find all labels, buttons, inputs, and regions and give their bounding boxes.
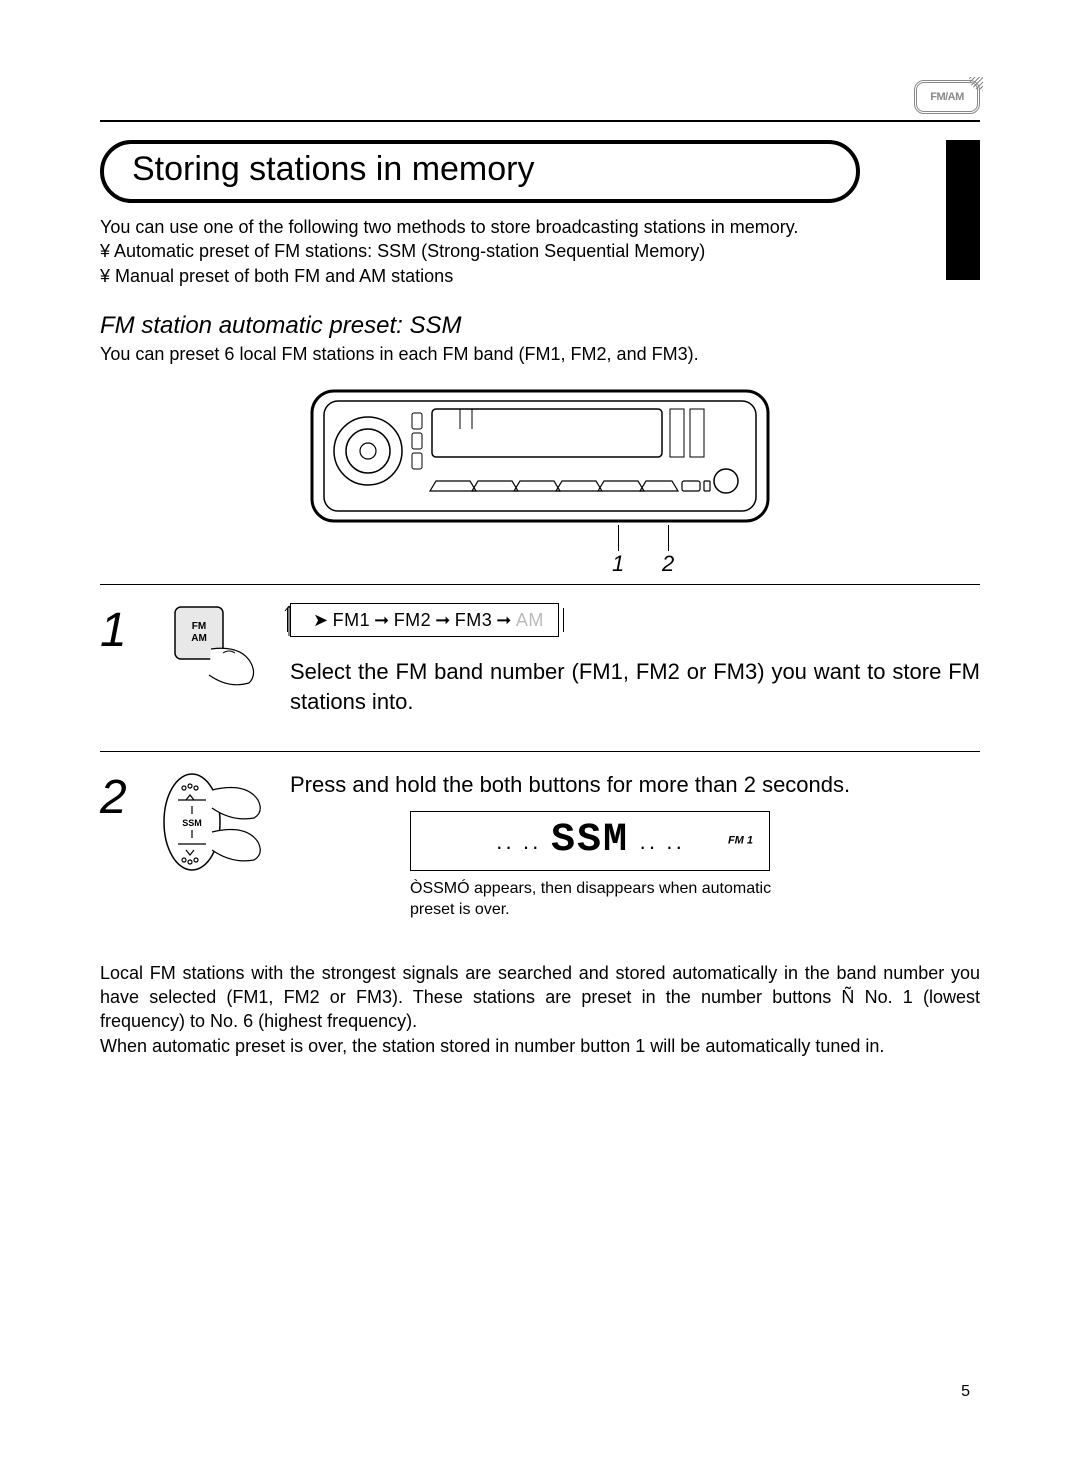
divider <box>100 584 980 585</box>
device-callout-1: 1 <box>612 551 624 577</box>
header-rule <box>100 120 980 122</box>
section-title: Storing stations in memory <box>132 150 535 188</box>
step-number: 1 <box>100 603 140 717</box>
device-callout-2: 2 <box>662 551 674 577</box>
arrow-icon: ➞ <box>435 608 451 632</box>
lcd-caption: ÒSSMÓ appears, then disappears when auto… <box>410 879 790 921</box>
band-label: FM2 <box>394 608 432 632</box>
arrow-icon: ➤ <box>313 608 329 632</box>
svg-text:SSM: SSM <box>182 818 202 828</box>
intro-bullet: ¥ Manual preset of both FM and AM statio… <box>100 264 870 288</box>
step-body-text: Select the FM band number (FM1, FM2 or F… <box>290 657 980 716</box>
lcd-text: SSM <box>551 814 629 868</box>
page-number: 5 <box>961 1383 970 1401</box>
subheading-note: You can preset 6 local FM stations in ea… <box>100 344 980 365</box>
step-body-text: Press and hold the both buttons for more… <box>290 770 980 800</box>
section-title-box: Storing stations in memory <box>100 140 860 203</box>
lcd-dots: ·· ·· <box>639 832 684 862</box>
band-cycle-box: ➤ FM1 ➞ FM2 ➞ FM3 ➞ AM <box>290 603 559 637</box>
band-label: FM1 <box>333 608 371 632</box>
arrow-icon: ➞ <box>496 608 512 632</box>
step-number: 2 <box>100 770 140 921</box>
band-label-muted: AM <box>516 608 544 632</box>
footer-paragraph: Local FM stations with the strongest sig… <box>100 961 980 1034</box>
arrow-icon <box>279 600 291 640</box>
footer-paragraph: When automatic preset is over, the stati… <box>100 1034 980 1058</box>
device-illustration: 1 2 <box>310 385 770 545</box>
fm-am-button-icon: FM AM <box>160 603 270 717</box>
lcd-band-indicator: FM 1 <box>728 834 753 849</box>
divider <box>100 751 980 752</box>
lcd-display: ·· ·· SSM ·· ·· FM 1 <box>410 811 770 871</box>
badge-text: FM/AM <box>930 91 964 103</box>
arrow-icon: ➞ <box>374 608 390 632</box>
band-label: FM3 <box>455 608 493 632</box>
svg-text:FM: FM <box>192 621 206 632</box>
svg-text:AM: AM <box>191 633 207 644</box>
lcd-dots: ·· ·· <box>496 832 541 862</box>
section-tab <box>946 140 980 280</box>
subheading: FM station automatic preset: SSM <box>100 312 980 340</box>
intro-line: You can use one of the following two met… <box>100 215 870 239</box>
ssm-buttons-icon: SSM <box>160 770 270 921</box>
intro-bullet: ¥ Automatic preset of FM stations: SSM (… <box>100 239 870 263</box>
fm-am-badge: FM/AM <box>914 80 980 114</box>
